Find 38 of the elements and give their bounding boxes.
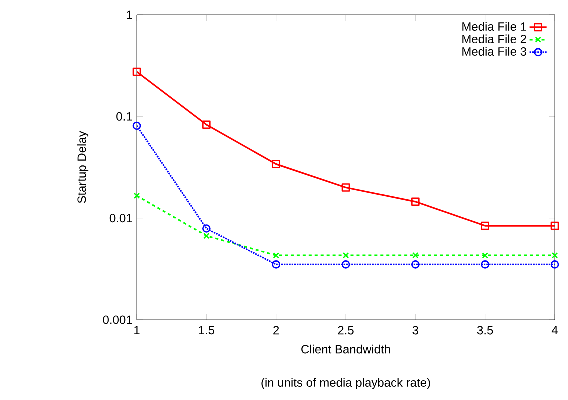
point [342,184,350,192]
point [550,260,560,269]
point [482,252,488,259]
point [132,68,142,76]
point [132,122,142,130]
point [134,192,140,200]
legend-label: Media File 1 [462,22,526,32]
y-tick-label: 0.001 [103,316,132,324]
point [412,252,419,259]
x-tick-label: 2 [274,326,280,335]
y-axis-title: Startup Delay [77,131,89,204]
x-tick-label: 2.5 [338,326,354,335]
x-tick-label: 1 [134,326,140,334]
point [342,252,350,259]
x-tick-label: 1.5 [199,326,215,335]
y-tick-label: 0.01 [110,214,132,223]
x-tick-label: 3 [412,326,418,335]
point [481,222,490,230]
x-axis-title: Client Bandwidth [302,344,390,354]
x-tick-label: 3.5 [477,326,494,335]
point [273,252,280,259]
y-tick-label: 1 [127,10,132,20]
text: (in units of media playback rate) [262,378,430,390]
point [550,222,560,230]
x-tick-label: 4 [552,326,558,334]
point [552,252,558,259]
point [481,260,490,269]
point [272,160,280,168]
legend-label: Media File 3 [462,47,526,56]
point [202,120,211,130]
point [342,260,350,269]
point [202,224,211,233]
point [412,198,420,206]
point [412,260,420,269]
legend-label: Media File 2 [462,34,526,44]
point [204,232,210,240]
y-tick-label: 0.1 [116,112,132,121]
point [272,260,280,269]
